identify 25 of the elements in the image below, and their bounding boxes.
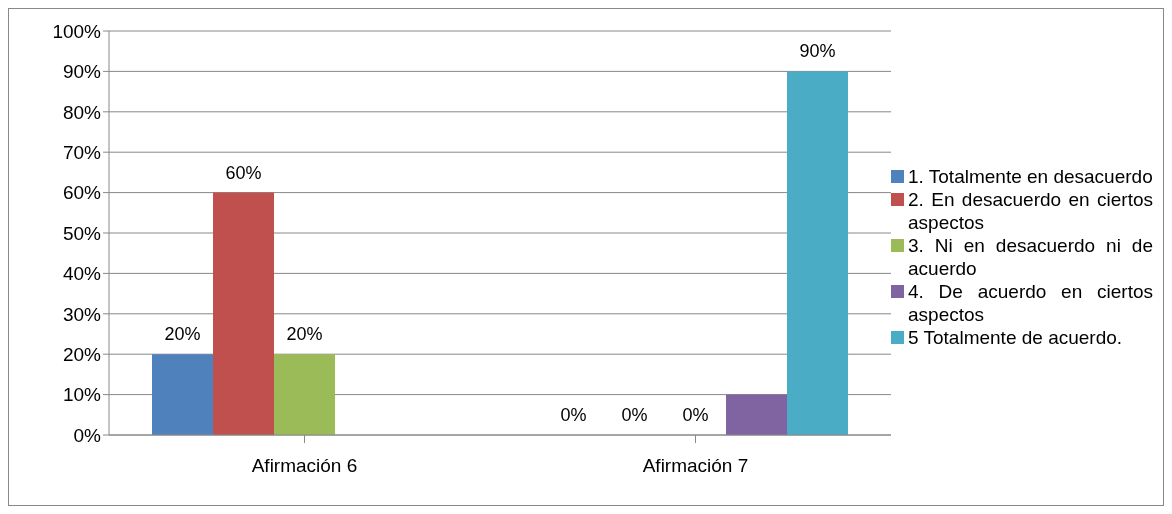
y-tick-label: 40% [62, 263, 102, 285]
y-tick-label: 0% [73, 424, 102, 446]
legend-label: 2. En desacuerdo en ciertos aspectos [908, 188, 1153, 234]
data-label: 20% [286, 324, 323, 345]
y-tick-label: 10% [62, 384, 102, 406]
legend-label: 1. Totalmente en desacuerdo [908, 165, 1153, 188]
y-tick-label: 60% [62, 182, 102, 204]
y-tick-label: 30% [62, 303, 102, 325]
legend-label: 5 Totalmente de acuerdo. [908, 326, 1124, 349]
y-tick-label: 100% [52, 20, 102, 42]
y-tick-label: 20% [62, 343, 102, 365]
x-tick-label: Afirmación 7 [642, 455, 749, 477]
data-label: 0% [621, 404, 648, 425]
y-tick-label: 50% [62, 222, 102, 244]
y-tick-label: 90% [62, 61, 102, 83]
data-label: 60% [225, 162, 262, 183]
y-tick-label: 80% [62, 101, 102, 123]
data-label: 20% [164, 324, 201, 345]
data-label: 0% [560, 404, 587, 425]
data-label: 90% [799, 41, 836, 62]
x-tick-label: Afirmación 6 [251, 455, 358, 477]
legend-label: 4. De acuerdo en ciertos aspectos [908, 280, 1153, 326]
y-tick-label: 70% [62, 141, 102, 163]
data-label: 0% [682, 404, 709, 425]
legend-label: 3. Ni en desacuerdo ni de acuerdo [908, 234, 1153, 280]
